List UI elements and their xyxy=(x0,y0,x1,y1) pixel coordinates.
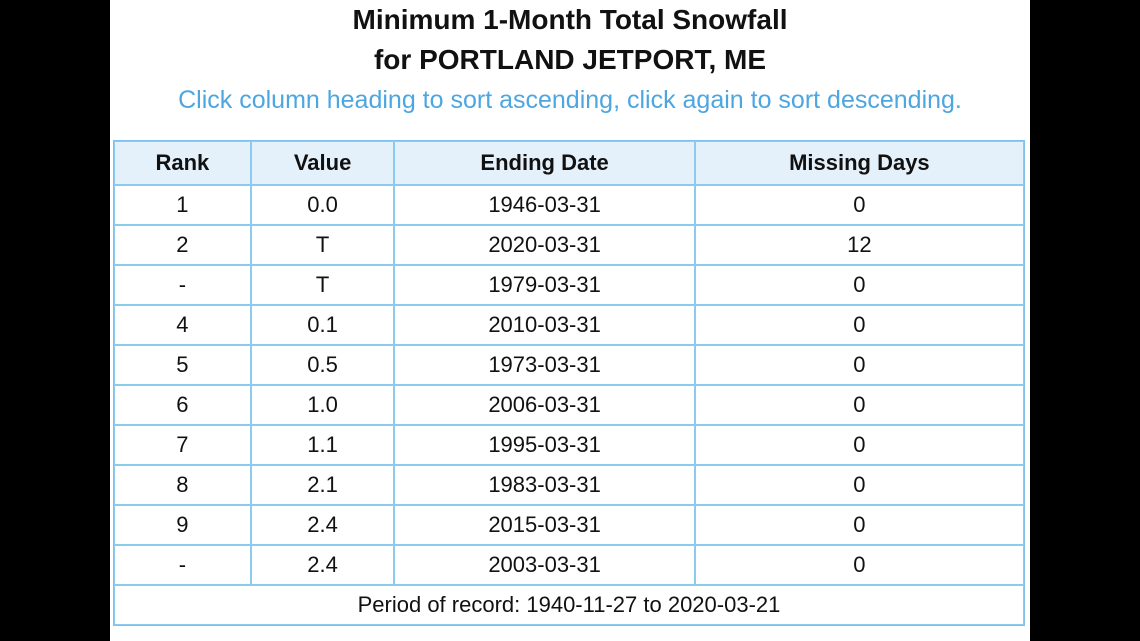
table-cell: 2.4 xyxy=(250,545,395,585)
table-cell: 0 xyxy=(694,505,1024,545)
table-row: 8 2.1 1983-03-31 0 xyxy=(114,465,1024,505)
footer-row: Period of record: 1940-11-27 to 2020-03-… xyxy=(114,585,1024,625)
table-cell: 6 xyxy=(114,385,251,425)
table-cell: 2 xyxy=(114,225,251,265)
table-cell: 0.5 xyxy=(250,345,395,385)
column-heading[interactable]: Value xyxy=(250,141,395,185)
table-row: 4 0.1 2010-03-31 0 xyxy=(114,305,1024,345)
table-cell: 0 xyxy=(694,265,1024,305)
table-cell: 0.0 xyxy=(250,185,395,225)
table-row: -2.4 2003-03-31 0 xyxy=(114,545,1024,585)
table-cell: 1.0 xyxy=(250,385,395,425)
table-cell: 2.4 xyxy=(250,505,395,545)
column-heading[interactable]: Rank xyxy=(114,141,251,185)
header-row: Rank Value Ending Date Missing Days xyxy=(114,141,1024,185)
table-cell: 1 xyxy=(114,185,251,225)
table-cell: T xyxy=(250,225,395,265)
table-row: 2 T 2020-03-31 12 xyxy=(114,225,1024,265)
table-cell: 0 xyxy=(694,305,1024,345)
table-cell: 2010-03-31 xyxy=(394,305,695,345)
column-heading[interactable]: Missing Days xyxy=(694,141,1024,185)
table-cell: 0 xyxy=(694,385,1024,425)
records-table: Rank Value Ending Date Missing Days 1 0.0 194… xyxy=(113,140,1025,626)
table-cell: 0 xyxy=(694,465,1024,505)
column-heading[interactable]: Ending Date xyxy=(394,141,695,185)
table-cell: 1983-03-31 xyxy=(394,465,695,505)
table-cell: 1.1 xyxy=(250,425,395,465)
table-row: 1 0.0 1946-03-31 0 xyxy=(114,185,1024,225)
title-line: Minimum 1-Month Total Snowfall xyxy=(352,4,788,35)
instruction: Click column heading to sort ascending, … xyxy=(178,86,962,114)
table-cell: 2003-03-31 xyxy=(394,545,695,585)
table-cell: 7 xyxy=(114,425,251,465)
table-cell: 2020-03-31 xyxy=(394,225,695,265)
table-cell: 2.1 xyxy=(250,465,395,505)
table-row: 6 1.0 2006-03-31 0 xyxy=(114,385,1024,425)
table-cell: 0 xyxy=(694,425,1024,465)
table-row: - T 1979-03-31 0 xyxy=(114,265,1024,305)
table-cell: 2015-03-31 xyxy=(394,505,695,545)
title-line: for PORTLAND JETPORT, ME xyxy=(373,44,766,75)
page: Minimum 1-Month Total Snowfall for PORTL… xyxy=(110,0,1030,641)
table-cell: 1973-03-31 xyxy=(394,345,695,385)
table-cell: 0.1 xyxy=(250,305,395,345)
table-row: 5 0.5 1973-03-31 0 xyxy=(114,345,1024,385)
table-row: 9 2.4 2015-03-31 0 xyxy=(114,505,1024,545)
table-cell: 0 xyxy=(694,345,1024,385)
table-cell: 1979-03-31 xyxy=(394,265,695,305)
table-cell: T xyxy=(250,265,395,305)
table-cell: 1995-03-31 xyxy=(394,425,695,465)
table-cell: - xyxy=(114,265,251,305)
table-cell: 1946-03-31 xyxy=(394,185,695,225)
table-cell: 8 xyxy=(114,465,251,505)
table-cell: 12 xyxy=(694,225,1024,265)
table-cell: 5 xyxy=(114,345,251,385)
table-cell: 4 xyxy=(114,305,251,345)
period-of-record: Period of record: 1940-11-27 to 2020-03-… xyxy=(114,585,1024,625)
table-cell: - xyxy=(114,545,251,585)
table-cell: 9 xyxy=(114,505,251,545)
table-cell: 0 xyxy=(694,185,1024,225)
table-row: 7 1.1 1995-03-31 0 xyxy=(114,425,1024,465)
table-cell: 2006-03-31 xyxy=(394,385,695,425)
table-cell: 0 xyxy=(694,545,1024,585)
